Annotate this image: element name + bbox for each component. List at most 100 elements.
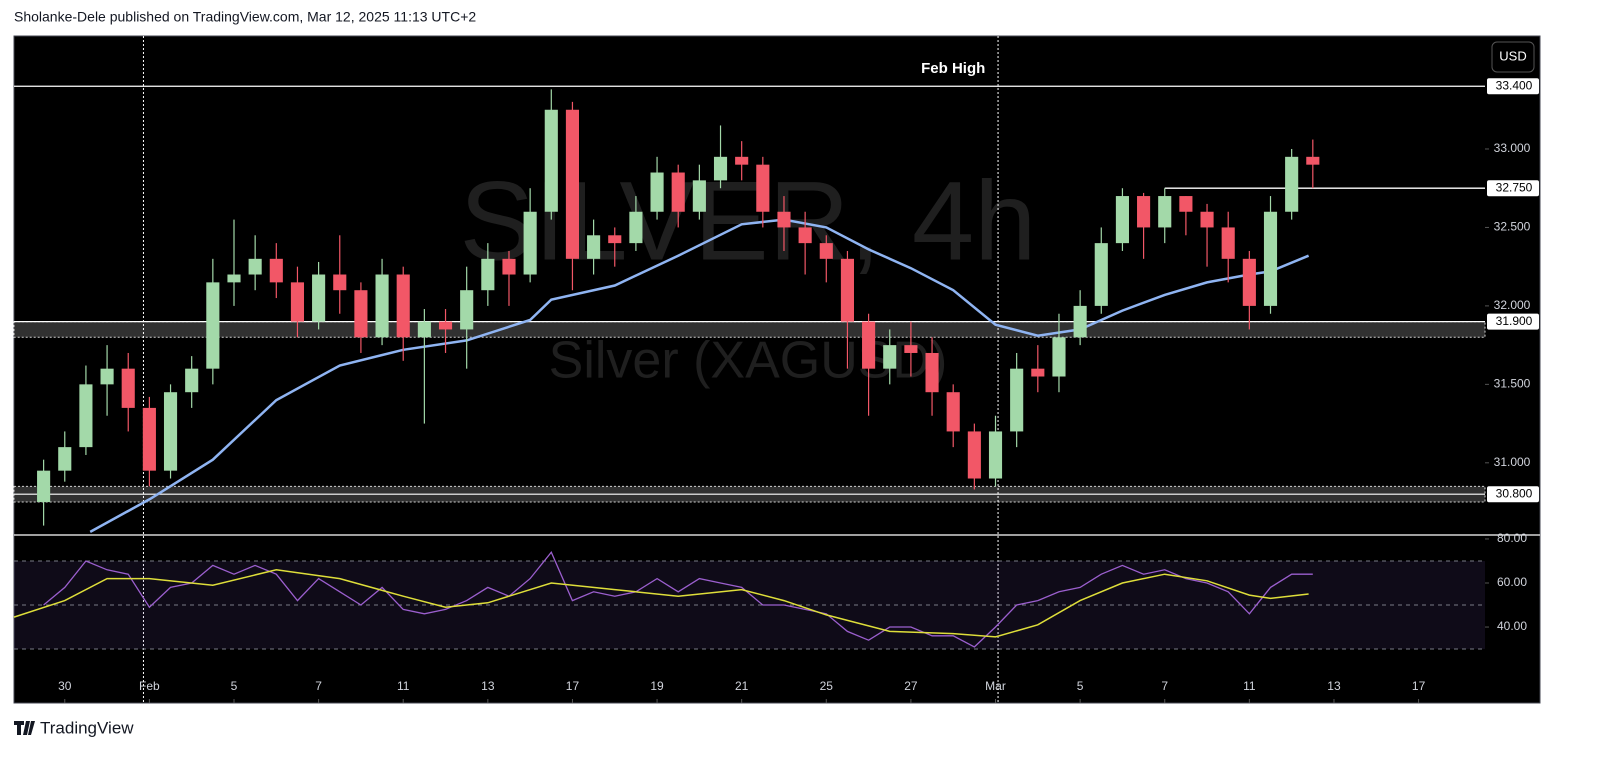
- price-tag-label: 32.750: [1496, 180, 1533, 194]
- x-tick-label: Mar: [985, 679, 1006, 693]
- x-tick-label: 27: [904, 679, 918, 693]
- candle-body: [142, 407, 156, 471]
- candle-body: [438, 321, 453, 330]
- candle-body: [925, 352, 939, 393]
- candle-body: [1031, 368, 1045, 377]
- x-tick-label: 30: [58, 679, 72, 693]
- chart-area: [13, 35, 1541, 704]
- x-tick-label: 5: [231, 679, 238, 693]
- x-tick-label: 17: [1412, 679, 1426, 693]
- candle-body: [1221, 227, 1235, 259]
- price-tag: [1487, 78, 1539, 95]
- x-tick-label: 17: [566, 679, 580, 693]
- x-tick-label: Feb: [139, 679, 160, 693]
- candle-body: [290, 282, 305, 322]
- candle-body: [1158, 196, 1172, 228]
- x-tick-label: 13: [1327, 679, 1341, 693]
- header: Sholanke-Dele published on TradingView.c…: [14, 9, 476, 25]
- x-tick-label: 11: [397, 679, 410, 693]
- candle-body: [163, 392, 178, 471]
- rsi-tick-label: 40.00: [1497, 619, 1527, 633]
- candle-body: [1052, 337, 1066, 377]
- candle-body: [185, 368, 199, 393]
- rsi-tick-label: 60.00: [1497, 575, 1527, 589]
- candle-body: [819, 243, 833, 259]
- candle-body: [396, 274, 410, 338]
- candle-body: [777, 211, 791, 228]
- candle-body: [417, 321, 431, 338]
- y-tick-label: 33.000: [1494, 141, 1531, 155]
- candle-body: [988, 431, 1003, 479]
- y-tick-label: 32.500: [1494, 220, 1531, 234]
- candle-body: [312, 274, 326, 322]
- rsi-ma: [13, 569, 1309, 638]
- y-tick-label: 32.000: [1494, 298, 1531, 312]
- level-note: Feb High: [921, 60, 985, 77]
- candle-body: [248, 258, 262, 275]
- x-tick-label: 7: [315, 679, 322, 693]
- candle-body: [967, 431, 981, 479]
- x-tick-label: 7: [1161, 679, 1168, 693]
- candle-body: [333, 274, 347, 291]
- candle-body: [904, 345, 918, 353]
- candle-body: [1073, 305, 1087, 338]
- candle-body: [692, 180, 706, 212]
- price-tag-label: 33.400: [1496, 78, 1533, 92]
- candle-body: [840, 258, 854, 322]
- candle-body: [1306, 156, 1320, 165]
- candle-body: [523, 211, 537, 275]
- candle-body: [79, 384, 93, 448]
- price-tag: [1487, 486, 1539, 503]
- candle-body: [608, 235, 622, 244]
- candle-body: [629, 211, 643, 244]
- x-tick-label: 25: [820, 679, 834, 693]
- x-tick-label: 21: [735, 679, 749, 693]
- rsi-tick-label: 80.00: [1497, 531, 1527, 545]
- currency-label[interactable]: USD: [1499, 48, 1526, 63]
- plot: 31.000 31.500 32.000 32.500 33.000 30 Feb 5 7 11 1…: [13, 36, 1540, 703]
- candle-body: [375, 274, 389, 338]
- candle-body: [1115, 196, 1129, 244]
- candle-body: [37, 470, 51, 503]
- candle-body: [1179, 196, 1193, 212]
- candle-body: [883, 345, 897, 369]
- price-tag: [1487, 180, 1539, 197]
- candle-body: [460, 290, 474, 330]
- candle-body: [206, 282, 220, 369]
- candle-body: [269, 258, 283, 283]
- candle-body: [671, 172, 685, 212]
- y-tick-label: 31.000: [1494, 455, 1531, 469]
- x-tick-label: 5: [1077, 679, 1084, 693]
- candle-body: [650, 172, 664, 212]
- candle-body: [713, 156, 728, 181]
- candle-body: [1094, 243, 1108, 306]
- candle-body: [227, 274, 241, 283]
- footer: TradingView: [40, 718, 134, 737]
- rsi-line: [43, 550, 1313, 648]
- candle-body: [502, 258, 516, 275]
- currency-button[interactable]: [1491, 41, 1535, 73]
- candle-body: [735, 156, 749, 165]
- watermark-name: Silver (XAGUSD): [549, 332, 948, 390]
- price-tag-label: 30.800: [1496, 486, 1533, 500]
- x-tick-label: 19: [650, 679, 664, 693]
- candle-body: [481, 258, 495, 291]
- candle-body: [862, 321, 876, 369]
- candle-body: [1200, 211, 1214, 228]
- candle-body: [1263, 211, 1278, 306]
- candle-body: [354, 290, 368, 338]
- zone: [13, 321, 1486, 338]
- x-tick-label: 11: [1243, 679, 1256, 693]
- candle-body: [1285, 156, 1299, 212]
- candle-body: [121, 368, 135, 408]
- footer-logo: [14, 721, 35, 735]
- price-tag: [1487, 313, 1539, 330]
- y-tick-label: 31.500: [1494, 377, 1531, 391]
- candle-body: [587, 235, 601, 259]
- price-tag-label: 31.900: [1496, 314, 1533, 328]
- candle-body: [1010, 368, 1024, 432]
- candle-body: [798, 227, 812, 244]
- candle-body: [544, 109, 558, 212]
